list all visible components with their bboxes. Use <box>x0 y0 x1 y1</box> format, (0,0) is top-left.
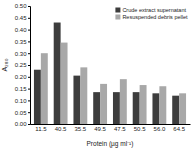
y-axis-title: A₂₈₀ <box>1 58 8 71</box>
bar <box>93 92 100 124</box>
x-tick-label: 64.5 <box>173 126 185 132</box>
legend-swatch <box>115 15 120 20</box>
y-tick-label: 0.10 <box>15 98 27 104</box>
bar <box>34 70 41 124</box>
legend-label: Crude extract supernatant <box>122 7 186 13</box>
y-tick-mark <box>28 30 30 31</box>
y-axis: 0.00 0.05 0.10 0.15 0.20 0.25 0.30 0.35 0.40 0.45… <box>15 3 31 127</box>
bar <box>80 67 87 124</box>
y-tick-label: 0.30 <box>15 51 27 57</box>
y-tick-mark <box>28 100 30 101</box>
x-tick-label: 56.0 <box>154 126 166 132</box>
y-tick: 0.45 <box>15 15 30 21</box>
y-tick: 0.20 <box>15 74 30 80</box>
chart: 0.00 0.05 0.10 0.15 0.20 0.25 0.30 0.35 0.40 0.45… <box>0 0 195 150</box>
x-tick-label: 50.5 <box>134 126 146 132</box>
y-tick-mark <box>28 124 30 125</box>
y-tick-label: 0.15 <box>15 86 27 92</box>
bar <box>73 76 80 124</box>
y-tick: 0.10 <box>15 98 30 104</box>
bar <box>100 84 107 124</box>
bar <box>41 53 48 124</box>
y-tick-mark <box>28 77 30 78</box>
y-tick: 0.15 <box>15 86 30 92</box>
legend-swatch <box>115 8 120 13</box>
y-tick: 0.40 <box>15 27 30 33</box>
y-tick-mark <box>28 53 30 54</box>
y-tick: 0.05 <box>15 110 30 116</box>
legend-item: Resuspended debris pellet <box>115 14 188 20</box>
x-tick: 11.5 <box>35 124 47 132</box>
y-tick-mark <box>28 65 30 66</box>
y-tick-mark <box>28 89 30 90</box>
y-tick: 0.35 <box>15 39 30 45</box>
bar <box>152 93 159 124</box>
y-tick: 0.25 <box>15 62 30 68</box>
x-tick: 64.5 <box>173 124 185 132</box>
x-tick: 50.5 <box>134 124 146 132</box>
x-tick: 40.5 <box>55 124 67 132</box>
y-tick-label: 0.00 <box>15 121 27 127</box>
legend-item: Crude extract supernatant <box>115 7 186 13</box>
y-tick-label: 0.20 <box>15 74 27 80</box>
bar <box>159 86 166 124</box>
x-tick-label: 47.5 <box>114 126 126 132</box>
legend: Crude extract supernatantResuspended deb… <box>115 7 188 20</box>
y-tick-label: 0.35 <box>15 39 27 45</box>
y-axis-line <box>28 7 31 125</box>
plot-area: 0.00 0.05 0.10 0.15 0.20 0.25 0.30 0.35 0.40 0.45… <box>15 3 191 132</box>
bar <box>140 85 147 124</box>
y-tick: 0.50 <box>15 3 30 9</box>
y-tick-label: 0.40 <box>15 27 27 33</box>
x-axis-title: Protein (µg ml⁻¹) <box>87 140 134 148</box>
y-tick-label: 0.05 <box>15 110 27 116</box>
x-tick-label: 35.5 <box>75 126 87 132</box>
x-tick: 56.0 <box>154 124 166 132</box>
bar <box>172 96 179 124</box>
y-tick-mark <box>28 18 30 19</box>
x-tick-label: 40.5 <box>55 126 67 132</box>
x-tick-label: 49.5 <box>94 126 106 132</box>
y-tick-mark <box>28 41 30 42</box>
legend-label: Resuspended debris pellet <box>122 14 188 20</box>
x-tick: 35.5 <box>75 124 87 132</box>
bar <box>54 23 61 124</box>
bars <box>34 23 186 124</box>
x-axis: 11.5 40.5 35.5 49.5 47.5 50.5 56.0 64.5 <box>31 124 191 132</box>
y-tick-mark <box>28 6 30 7</box>
bar <box>133 92 140 124</box>
x-tick-label: 11.5 <box>35 126 47 132</box>
x-tick: 47.5 <box>114 124 126 132</box>
y-tick-label: 0.45 <box>15 15 27 21</box>
x-axis-line <box>31 124 191 125</box>
x-tick: 49.5 <box>94 124 106 132</box>
bar <box>120 79 127 124</box>
y-tick-label: 0.25 <box>15 62 27 68</box>
y-tick-label: 0.50 <box>15 3 27 9</box>
y-tick: 0.30 <box>15 51 30 57</box>
bar <box>61 43 68 124</box>
y-tick: 0.00 <box>15 121 30 127</box>
y-tick-mark <box>28 112 30 113</box>
bar <box>113 92 120 124</box>
bar <box>179 93 186 124</box>
